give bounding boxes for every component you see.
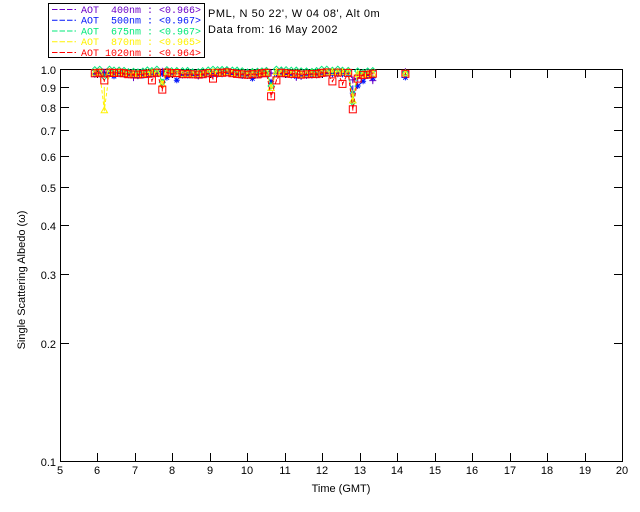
svg-text:AOT 500nm : <0.967>: AOT 500nm : <0.967> — [81, 17, 201, 28]
svg-text:0.4: 0.4 — [41, 221, 56, 233]
svg-text:1.0: 1.0 — [41, 65, 56, 77]
svg-text:19: 19 — [579, 465, 591, 477]
svg-text:14: 14 — [391, 465, 403, 477]
svg-text:7: 7 — [132, 465, 138, 477]
svg-text:17: 17 — [504, 465, 516, 477]
svg-text:Data from: 16 May 2002: Data from: 16 May 2002 — [208, 24, 338, 36]
svg-text:16: 16 — [466, 465, 478, 477]
svg-text:Time (GMT): Time (GMT) — [312, 483, 371, 495]
svg-text:0.7: 0.7 — [41, 126, 56, 138]
svg-text:20: 20 — [616, 465, 628, 477]
svg-text:AOT 870nm : <0.965>: AOT 870nm : <0.965> — [81, 38, 201, 49]
svg-text:15: 15 — [429, 465, 441, 477]
svg-text:10: 10 — [241, 465, 253, 477]
svg-text:AOT 675nm : <0.967>: AOT 675nm : <0.967> — [81, 27, 201, 38]
svg-text:8: 8 — [169, 465, 175, 477]
svg-text:AOT 1020nm : <0.964>: AOT 1020nm : <0.964> — [81, 49, 201, 60]
svg-text:0.9: 0.9 — [41, 83, 56, 95]
svg-text:0.8: 0.8 — [41, 103, 56, 115]
svg-text:0.6: 0.6 — [41, 152, 56, 164]
svg-text:18: 18 — [541, 465, 553, 477]
svg-text:0.5: 0.5 — [41, 183, 56, 195]
svg-text:5: 5 — [57, 465, 63, 477]
svg-text:PML, N 50 22', W 04 08', Alt 0: PML, N 50 22', W 04 08', Alt 0m — [208, 8, 380, 20]
svg-text:AOT 400nm : <0.966>: AOT 400nm : <0.966> — [81, 6, 201, 17]
svg-text:6: 6 — [94, 465, 100, 477]
svg-text:0.2: 0.2 — [41, 339, 56, 351]
svg-text:11: 11 — [279, 465, 290, 477]
svg-text:Single Scattering Albedo (ω): Single Scattering Albedo (ω) — [16, 211, 28, 350]
svg-text:9: 9 — [207, 465, 213, 477]
svg-text:0.1: 0.1 — [41, 457, 56, 469]
svg-text:13: 13 — [354, 465, 366, 477]
svg-text:12: 12 — [316, 465, 328, 477]
svg-text:0.3: 0.3 — [41, 270, 56, 282]
